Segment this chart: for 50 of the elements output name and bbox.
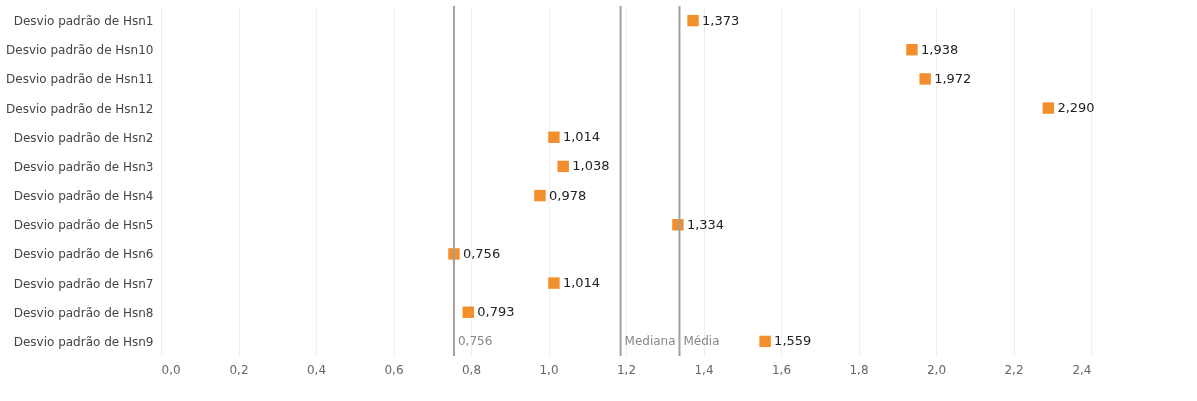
ref-line-label: Média	[683, 334, 720, 349]
data-label: 0,793	[477, 304, 515, 320]
data-label: 1,938	[920, 41, 959, 57]
ref-line-label: Mediana	[624, 334, 676, 349]
point	[548, 277, 560, 289]
data-label: 1,972	[934, 70, 972, 86]
x-tick-label: 1,0	[539, 362, 559, 377]
y-tick-label: Desvio padrão de Hsn5	[13, 218, 154, 233]
x-tick-label: 2,4	[1072, 362, 1092, 377]
point	[919, 73, 931, 85]
x-tick-label: 0,0	[161, 362, 181, 377]
x-tick-label: 2,2	[1004, 362, 1024, 377]
x-tick-label: 1,8	[849, 362, 869, 377]
point	[906, 44, 918, 56]
data-label: 1,373	[702, 12, 740, 28]
point	[759, 335, 771, 348]
point	[687, 14, 699, 27]
y-tick-label: Desvio padrão de Hsn2	[13, 130, 154, 145]
y-tick-label: Desvio padrão de Hsn4	[13, 189, 154, 204]
point	[548, 131, 560, 143]
point	[534, 189, 546, 202]
x-tick-label: 1,4	[694, 362, 714, 377]
x-tick-label: 0,4	[306, 362, 327, 377]
x-tick-label: 2,0	[926, 362, 947, 377]
data-label: 1,334	[686, 216, 725, 232]
y-tick-label: Desvio padrão de Hsn11	[6, 72, 154, 87]
data-label: 1,559	[774, 333, 812, 349]
y-tick-label: Desvio padrão de Hsn8	[13, 305, 154, 320]
x-tick-label: 0,2	[229, 362, 249, 377]
data-label: 1,038	[572, 158, 610, 174]
y-tick-label: Desvio padrão de Hsn10	[6, 43, 154, 58]
point	[557, 160, 569, 173]
data-label: 1,014	[562, 129, 601, 145]
y-tick-label: Desvio padrão de Hsn6	[13, 247, 154, 262]
x-tick-label: 1,6	[771, 362, 792, 377]
y-tick-label: Desvio padrão de Hsn3	[13, 159, 154, 174]
point	[1042, 102, 1055, 114]
y-tick-label: Desvio padrão de Hsn9	[13, 334, 154, 349]
x-tick-label: 0,6	[384, 362, 404, 377]
x-tick-label: 0,8	[461, 362, 482, 377]
x-tick-label: 1,2	[616, 362, 637, 377]
y-tick-label: Desvio padrão de Hsn1	[13, 14, 154, 29]
point	[462, 306, 474, 318]
data-label: 2,290	[1057, 100, 1095, 116]
ref-line-label: 0,756	[457, 334, 493, 349]
data-label: 1,014	[562, 275, 601, 291]
y-tick-label: Desvio padrão de Hsn12	[6, 101, 154, 116]
data-label: 0,756	[462, 245, 501, 261]
data-label: 0,978	[548, 187, 587, 203]
y-tick-label: Desvio padrão de Hsn7	[13, 276, 154, 291]
